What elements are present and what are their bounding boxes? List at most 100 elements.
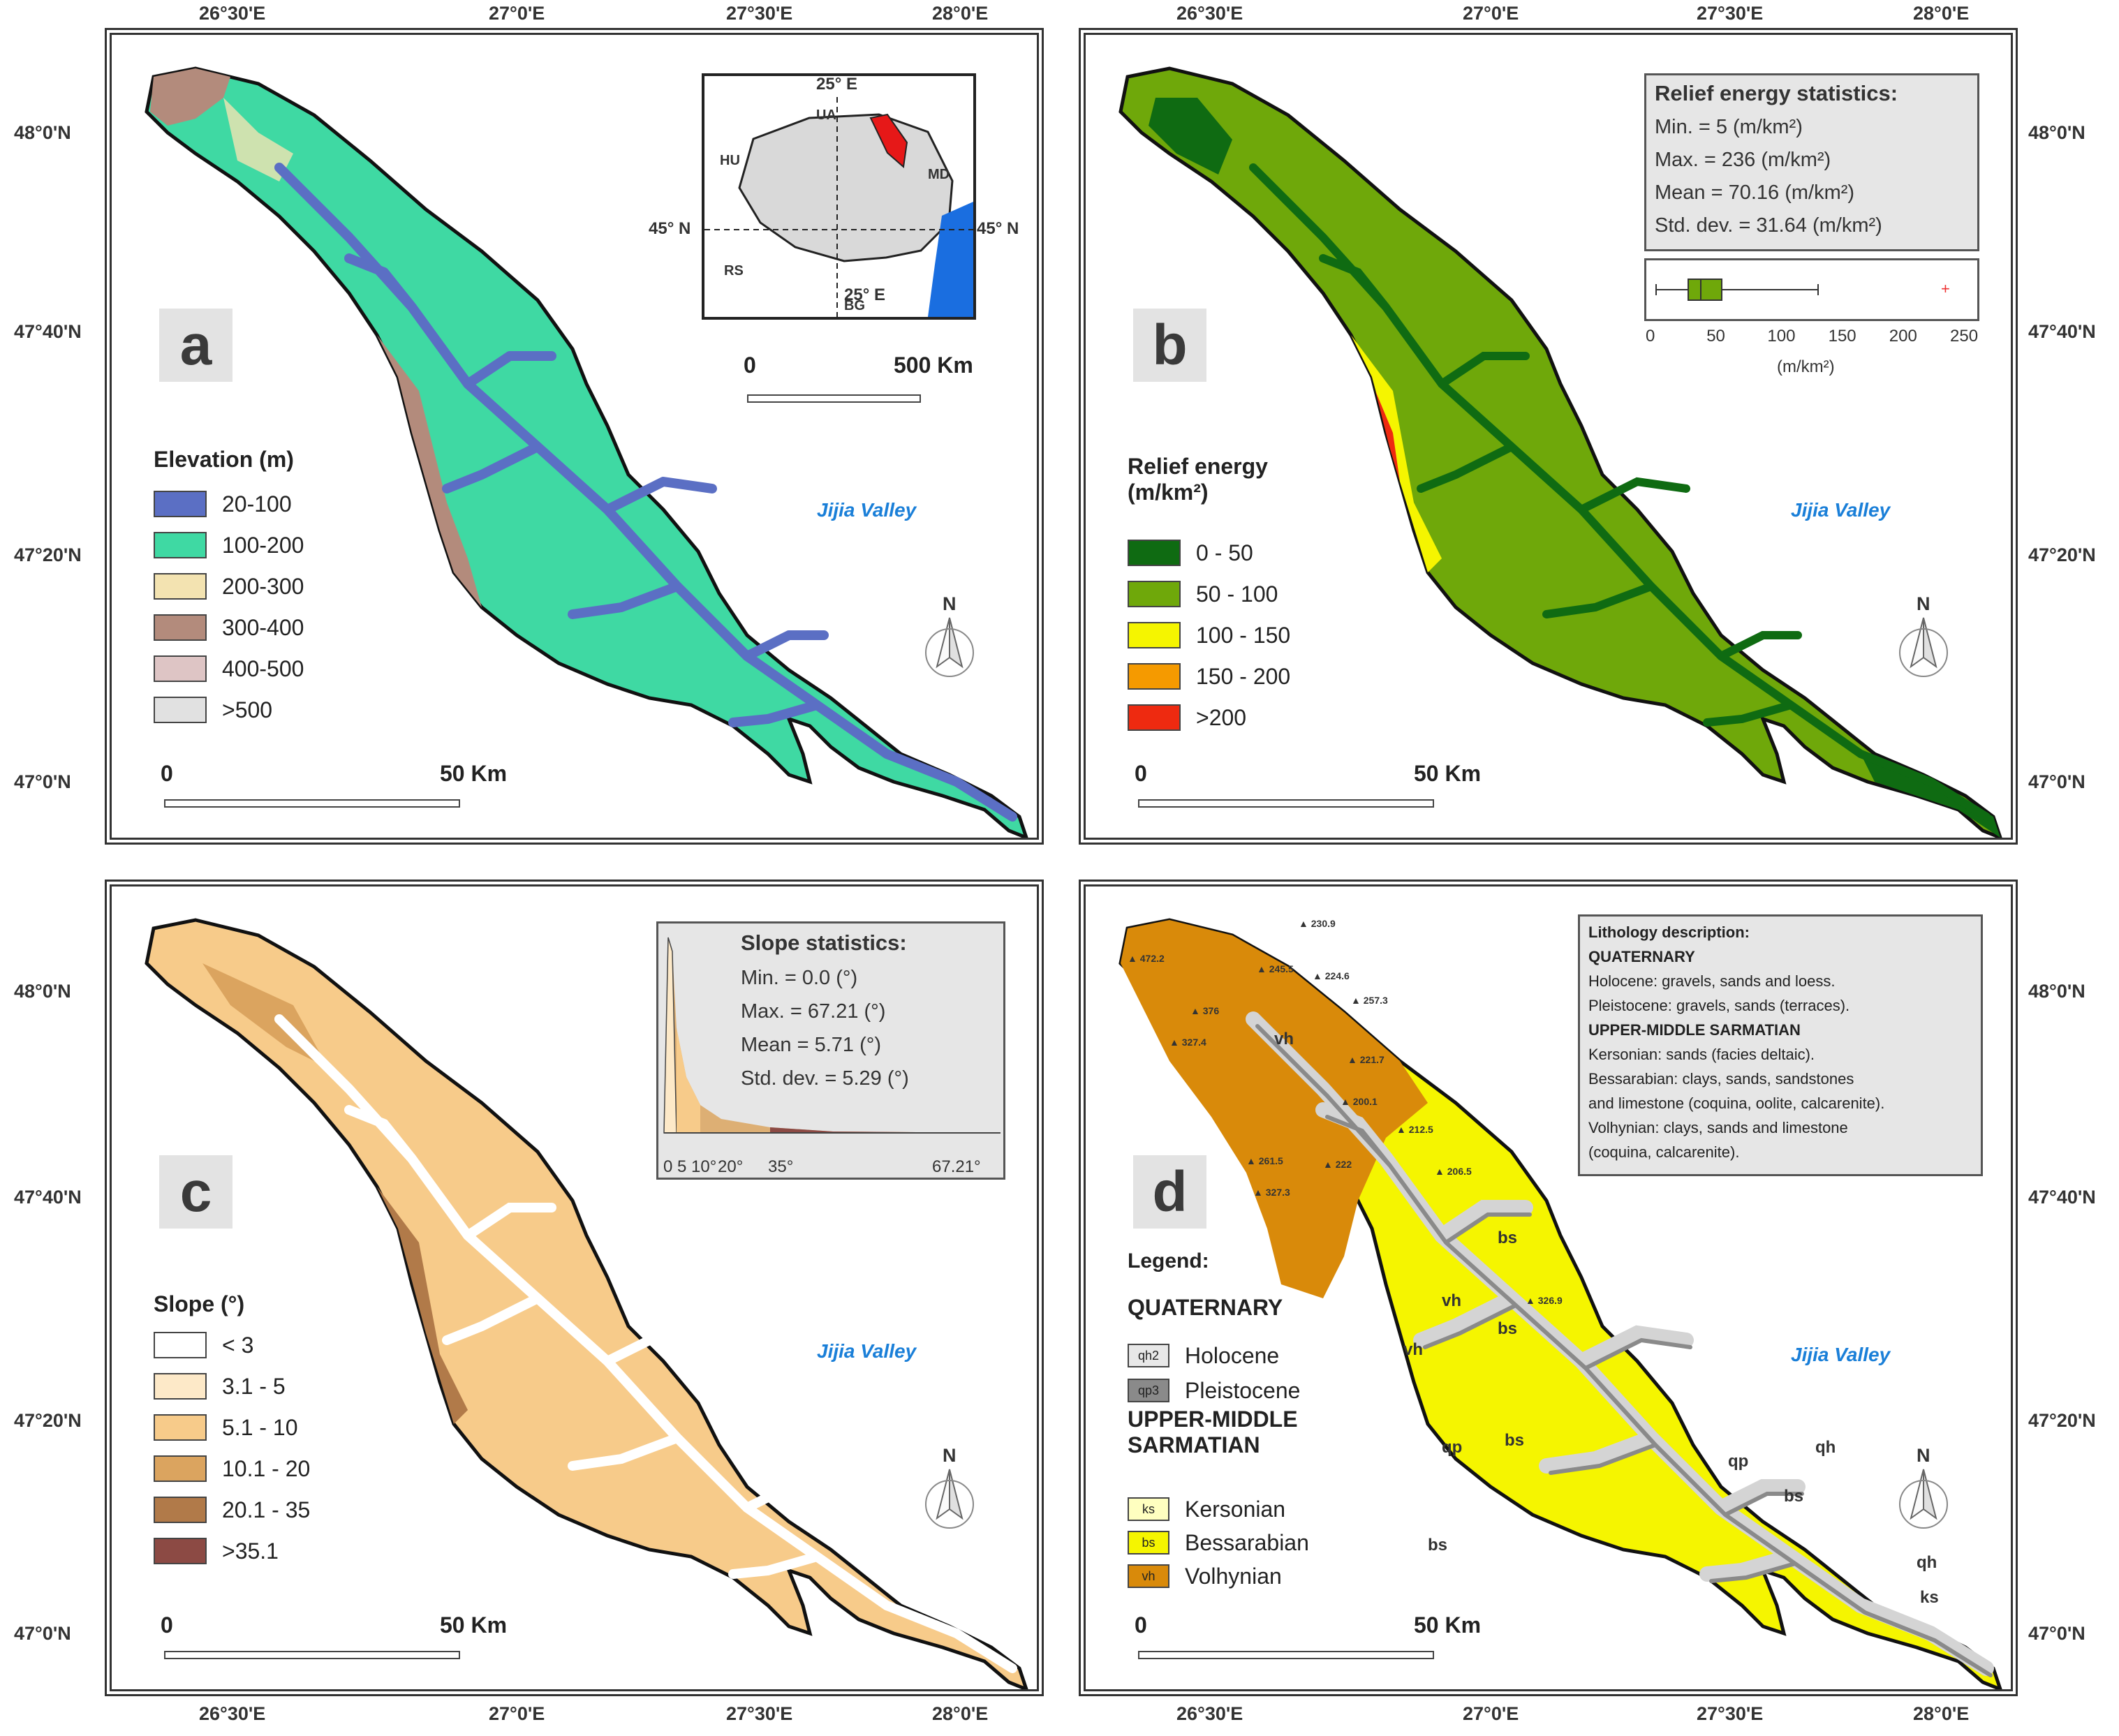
legend-label: 100-200	[222, 532, 304, 558]
legend-item: 100-200	[154, 530, 304, 561]
north-label: N	[943, 1445, 957, 1466]
legend-item: 150 - 200	[1128, 661, 1290, 692]
relief-energy-map	[1086, 35, 2011, 838]
legend-item: >200	[1128, 702, 1246, 733]
boxplot: +	[1644, 258, 1979, 321]
right-latitude-label: 47°20'N	[2028, 544, 2096, 565]
inset-country-rs: RS	[724, 263, 744, 279]
left-latitude-label: 47°0'N	[14, 771, 71, 792]
legend-label: 20-100	[222, 491, 292, 517]
jijia-valley-label: Jijia Valley	[1791, 499, 1891, 521]
left-latitude-label: 48°0'N	[14, 122, 71, 143]
scale-start: 0	[161, 761, 173, 786]
relief-stats-box: Relief energy statistics: Min. = 5 (m/km…	[1644, 73, 1979, 251]
lithology-line: (coquina, calcarenite).	[1588, 1143, 1740, 1161]
inset-lon-bottom: 25° E	[844, 285, 885, 304]
scale-end: 50 Km	[1414, 761, 1482, 786]
legend-label: 100 - 150	[1196, 622, 1291, 648]
legend-item: 400-500	[154, 653, 304, 684]
right-latitude-label: 47°40'N	[2028, 1187, 2096, 1208]
legend-label: 200-300	[222, 573, 304, 599]
map-unit-label: bs	[1428, 1536, 1448, 1555]
legend-swatch: ks	[1128, 1497, 1169, 1521]
legend-swatch: vh	[1128, 1564, 1169, 1588]
inset-lon-top: 25° E	[816, 75, 857, 94]
legend-label: Holocene	[1185, 1342, 1280, 1368]
boxplot-tick: 50	[1706, 327, 1725, 346]
map-unit-label: bs	[1498, 1319, 1518, 1338]
bottom-longitude-label: 26°30'E	[1176, 1703, 1243, 1724]
legend-swatch	[154, 655, 207, 682]
scale-end: 50 Km	[1414, 1612, 1482, 1638]
elevation-point-label: ▲ 245.5	[1257, 963, 1294, 974]
scale-start: 0	[1135, 761, 1147, 786]
legend-swatch	[154, 573, 207, 600]
bottom-longitude-label: 28°0'E	[932, 1703, 989, 1724]
right-latitude-label: 48°0'N	[2028, 981, 2085, 1002]
elevation-point-label: ▲ 257.3	[1351, 995, 1388, 1006]
stat-max: Max. = 236 (m/km²)	[1655, 149, 1831, 171]
lithology-line: Bessarabian: clays, sands, sandstones	[1588, 1070, 1854, 1088]
map-unit-label: qp	[1728, 1452, 1749, 1471]
stat-min: Min. = 0.0 (°)	[741, 967, 858, 989]
inset-map: 25° E 25° E 45° N 45° N UA HU MD RS BG	[649, 73, 1019, 320]
scale-bar	[1138, 1651, 1434, 1659]
legend-label: Kersonian	[1185, 1496, 1286, 1522]
legend-label: 3.1 - 5	[222, 1373, 286, 1399]
bottom-longitude-label: 27°30'E	[726, 1703, 793, 1724]
right-latitude-label: 47°0'N	[2028, 1623, 2085, 1644]
inset-romania-map	[704, 97, 973, 317]
scale-bar	[164, 799, 460, 808]
elevation-point-label: ▲ 221.7	[1348, 1054, 1385, 1065]
lithology-line: Volhynian: clays, sands and limestone	[1588, 1119, 1848, 1136]
inset-lat-left: 45° N	[649, 219, 691, 238]
map-unit-label: vh	[1274, 1030, 1294, 1048]
map-unit-label: qp	[1442, 1438, 1463, 1457]
elevation-point-label: ▲ 212.5	[1396, 1124, 1433, 1135]
bottom-longitude-label: 27°0'E	[1463, 1703, 1519, 1724]
elevation-point-label: ▲ 200.1	[1341, 1096, 1378, 1107]
slope-histogram	[663, 937, 1001, 1134]
inset-country-md: MD	[928, 167, 950, 182]
right-latitude-label: 47°20'N	[2028, 1410, 2096, 1431]
boxplot-chart: +	[1655, 279, 1950, 301]
elevation-map	[112, 35, 1037, 838]
jijia-valley-label: Jijia Valley	[817, 499, 917, 521]
left-latitude-label: 47°40'N	[14, 1187, 82, 1208]
legend-item: >35.1	[154, 1536, 279, 1566]
scale-start: 0	[161, 1612, 173, 1638]
elevation-point-label: ▲ 376	[1190, 1005, 1220, 1016]
scale-bar	[164, 1651, 460, 1659]
legend-title: Relief energy (m/km²)	[1128, 454, 1268, 505]
inset-country-bg: BG	[844, 298, 865, 313]
slope-stats-box: Slope statistics: Min. = 0.0 (°) Max. = …	[656, 921, 1005, 1180]
inset-country-ua: UA	[816, 107, 836, 123]
histogram-tick: 5	[677, 1157, 687, 1176]
legend-swatch	[154, 1538, 207, 1564]
lithology-line: QUATERNARY	[1588, 948, 1695, 965]
legend-label: Bessarabian	[1185, 1529, 1309, 1555]
legend-swatch	[1128, 581, 1181, 607]
legend-swatch: bs	[1128, 1531, 1169, 1555]
lithology-line: Pleistocene: gravels, sands (terraces).	[1588, 997, 1850, 1014]
map-unit-label: vh	[1403, 1340, 1424, 1359]
lithology-line: and limestone (coquina, oolite, calcaren…	[1588, 1095, 1885, 1112]
elevation-point-label: ▲ 222	[1323, 1159, 1352, 1170]
top-longitude-label: 27°0'E	[1463, 3, 1519, 24]
panel-letter: c	[159, 1155, 232, 1229]
map-unit-label: qh	[1917, 1553, 1937, 1572]
legend-swatch	[1128, 704, 1181, 731]
legend-label: Volhynian	[1185, 1563, 1282, 1589]
legend-label: >500	[222, 697, 273, 722]
elevation-point-label: ▲ 327.3	[1253, 1187, 1290, 1198]
legend-item: 0 - 50	[1128, 537, 1253, 568]
legend-label: Pleistocene	[1185, 1377, 1301, 1403]
legend-item: 3.1 - 5	[154, 1371, 286, 1402]
bottom-longitude-label: 26°30'E	[199, 1703, 266, 1724]
histogram-tick: 35°	[768, 1157, 794, 1176]
legend-title: Elevation (m)	[154, 447, 294, 472]
legend-swatch	[154, 1414, 207, 1441]
legend-swatch	[154, 614, 207, 641]
legend-item: bs Bessarabian	[1128, 1527, 1309, 1558]
bottom-longitude-label: 27°30'E	[1697, 1703, 1764, 1724]
